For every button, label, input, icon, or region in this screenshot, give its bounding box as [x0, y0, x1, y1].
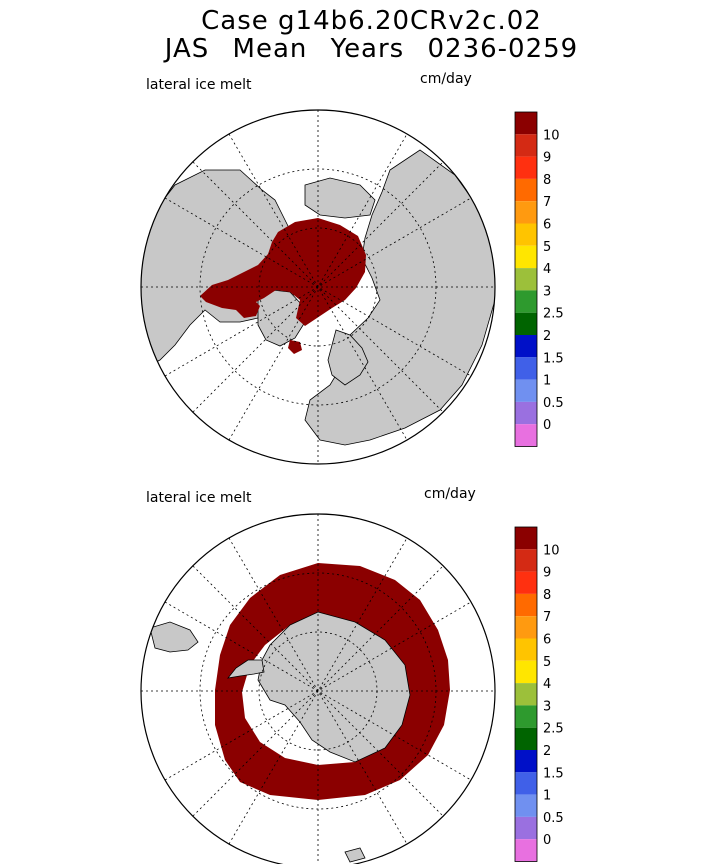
north-colorbar-tick-label: 0.5 [543, 396, 564, 411]
south-colorbar-swatch [515, 816, 537, 840]
north-colorbar-tick-label: 4 [543, 262, 551, 277]
north-land-siberia-islands [304, 177, 376, 219]
south-colorbar-tick-label: 8 [543, 588, 551, 603]
south-colorbar-swatch [515, 839, 537, 862]
north-colorbar-swatch [515, 112, 537, 135]
north-ice-melt-hudson [236, 298, 260, 318]
north-colorbar-swatch [515, 245, 537, 269]
south-colorbar-tick-label: 1.5 [543, 766, 564, 781]
north-colorbar-tick-label: 2.5 [543, 307, 564, 322]
north-colorbar-tick-label: 5 [543, 240, 551, 255]
colorbar-north: 10 9 8 7 6 5 4 3 2.5 2 1.5 1 0.5 0 [514, 111, 564, 447]
south-colorbar-swatch [515, 705, 537, 728]
north-colorbar-tick-label: 1 [543, 374, 551, 389]
north-colorbar-swatch [515, 268, 537, 291]
south-colorbar-tick-label: 2.5 [543, 722, 564, 737]
panel2-units-label: cm/day [424, 486, 476, 502]
north-colorbar-tick-label: 9 [543, 151, 551, 166]
south-colorbar-tick-label: 5 [543, 655, 551, 670]
north-map-border [140, 109, 496, 465]
panel1-field-label: lateral ice melt [146, 77, 252, 93]
south-colorbar-tick-label: 4 [543, 677, 551, 692]
north-colorbar-tick-label: 7 [543, 195, 551, 210]
north-colorbar-swatch [515, 156, 537, 179]
south-colorbar-swatch [515, 527, 537, 550]
south-land-antarctic-peninsula [227, 659, 265, 679]
south-land-south-america [149, 621, 199, 653]
north-colorbar-tick-label: 10 [543, 128, 560, 143]
north-colorbar-tick-label: 3 [543, 284, 551, 299]
south-colorbar-swatch [515, 571, 537, 594]
north-colorbar-swatch [515, 357, 537, 380]
south-colorbar-tick-label: 0 [543, 833, 551, 848]
south-colorbar-swatch [515, 750, 537, 773]
colorbar-south: 10 9 8 7 6 5 4 3 2.5 2 1.5 1 0.5 0 [514, 526, 564, 862]
south-colorbar-swatch [515, 727, 537, 750]
panel1-units-label: cm/day [420, 71, 472, 87]
south-colorbar-swatch [515, 549, 537, 572]
south-colorbar-swatch [515, 683, 537, 706]
north-colorbar-tick-label: 2 [543, 329, 551, 344]
north-colorbar-swatch [515, 335, 537, 358]
south-graticule [141, 514, 495, 864]
south-colorbar-swatch [515, 593, 537, 617]
north-colorbar-swatch [515, 379, 537, 402]
north-land-scandinavia [327, 329, 369, 386]
north-colorbar-frame [514, 111, 538, 447]
south-colorbar-tick-label: 9 [543, 566, 551, 581]
north-polar-map [140, 109, 496, 465]
south-land-australia-tip [344, 847, 366, 863]
north-colorbar-swatch [515, 424, 537, 447]
north-colorbar-swatch [515, 290, 537, 313]
south-colorbar-swatch [515, 794, 537, 817]
south-ice-melt-ring [215, 563, 450, 800]
south-colorbar-tick-label: 3 [543, 699, 551, 714]
south-colorbar-tick-label: 2 [543, 744, 551, 759]
north-colorbar-swatch [515, 223, 537, 246]
figure-title-line2: JAS Mean Years 0236-0259 [164, 34, 579, 64]
north-ice-melt-arctic [200, 218, 366, 326]
south-map-border [140, 513, 496, 864]
north-colorbar-tick-label: 1.5 [543, 351, 564, 366]
figure-title-line1: Case g14b6.20CRv2c.02 [201, 6, 542, 36]
panel2-field-label: lateral ice melt [146, 490, 252, 506]
south-colorbar-swatch [515, 660, 537, 684]
south-colorbar-swatch [515, 638, 537, 661]
north-colorbar-tick-label: 6 [543, 218, 551, 233]
south-colorbar-tick-label: 0.5 [543, 811, 564, 826]
south-colorbar-swatch [515, 772, 537, 795]
north-colorbar-swatch [515, 134, 537, 157]
south-colorbar-tick-label: 1 [543, 789, 551, 804]
south-colorbar-tick-label: 10 [543, 543, 560, 558]
south-land-antarctica [257, 611, 411, 763]
north-colorbar-tick-label: 0 [543, 418, 551, 433]
north-colorbar-tick-label: 8 [543, 173, 551, 188]
north-land-greenland [257, 289, 306, 347]
south-colorbar-tick-label: 7 [543, 610, 551, 625]
south-colorbar-tick-label: 6 [543, 633, 551, 648]
north-colorbar-swatch [515, 201, 537, 224]
north-colorbar-swatch [515, 178, 537, 202]
north-colorbar-swatch [515, 312, 537, 335]
north-graticule [141, 110, 495, 464]
north-ice-melt-baffin [288, 340, 302, 354]
north-colorbar-swatch [515, 401, 537, 425]
south-colorbar-swatch [515, 616, 537, 639]
south-polar-map [140, 513, 496, 864]
south-colorbar-frame [514, 526, 538, 862]
